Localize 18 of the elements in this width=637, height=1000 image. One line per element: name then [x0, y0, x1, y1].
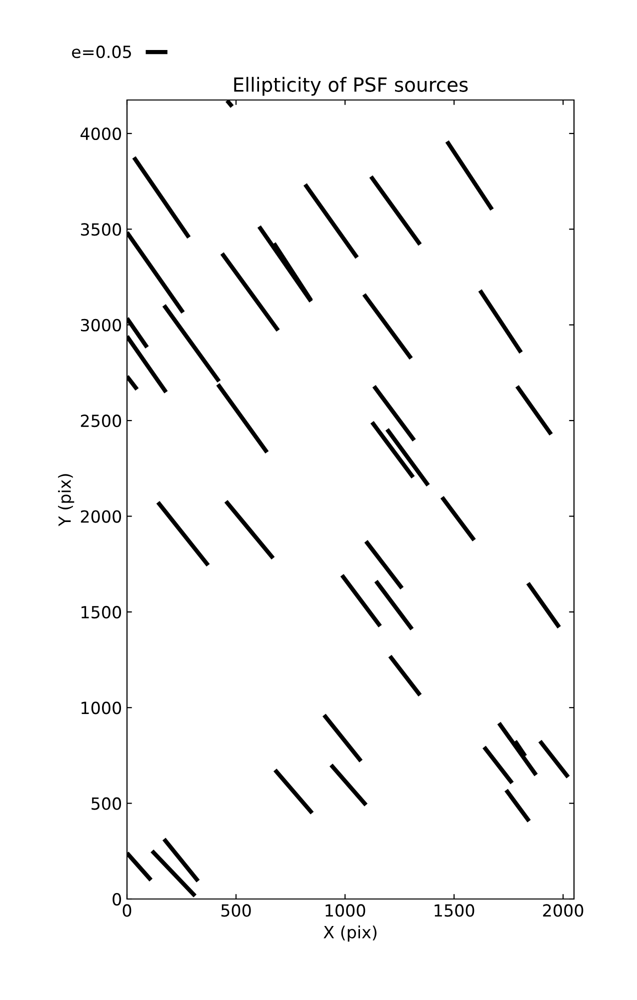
y-tick-label: 0	[112, 892, 122, 906]
y-tick-label: 3000	[80, 318, 122, 332]
y-tick-label: 2000	[80, 510, 122, 523]
legend-label: e=0.05	[72, 46, 131, 58]
y-tick-label: 1500	[82, 606, 122, 619]
y-tick-label: 3500	[80, 223, 122, 236]
x-tick-label: 0	[122, 904, 132, 917]
x-tick-label: 2000	[543, 904, 584, 917]
x-tick-label: 1500	[434, 904, 474, 917]
y-tick-label: 4000	[80, 127, 122, 140]
x-axis-title: X (pix)	[324, 926, 376, 942]
y-tick-label: 1000	[82, 702, 122, 714]
y-axis-title: Y (pix)	[58, 474, 74, 526]
chart-title: Ellipticity of PSF sources	[234, 76, 468, 96]
x-tick-label: 500	[221, 904, 251, 917]
y-tick-label: 500	[92, 797, 122, 810]
y-tick-label: 2500	[80, 414, 122, 428]
x-tick-label: 1000	[326, 904, 366, 917]
